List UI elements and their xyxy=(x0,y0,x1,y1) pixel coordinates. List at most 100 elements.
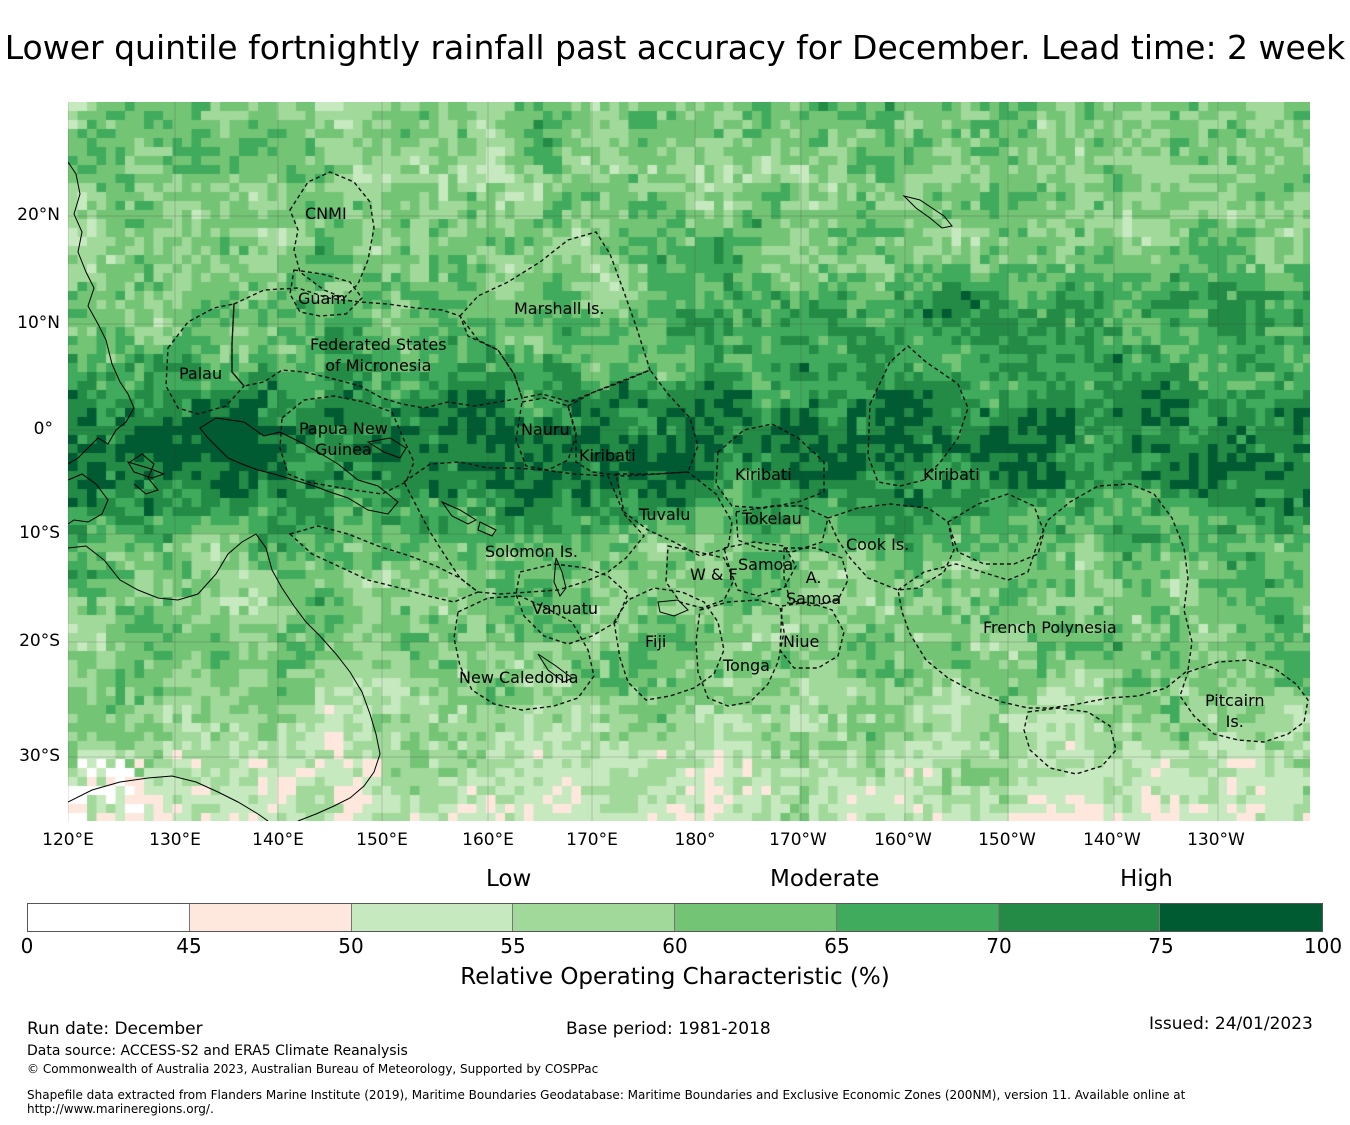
coast-timor xyxy=(126,461,166,479)
region-label-solomon: Solomon Is. xyxy=(485,542,578,561)
lat-label-0: 0° xyxy=(33,419,53,439)
eez-tonga xyxy=(695,599,785,707)
colorbar-segment-65-70 xyxy=(836,904,999,931)
lon-label-160w: 160°W xyxy=(874,830,932,850)
eez-pitcairn-south xyxy=(1023,707,1117,775)
coast-new-caledonia xyxy=(537,653,573,683)
region-label-png: Papua New Guinea xyxy=(299,419,388,459)
lat-label-20n: 20°N xyxy=(17,205,60,225)
region-label-guam: Guam xyxy=(298,289,346,308)
coastlines xyxy=(68,161,953,821)
colorbar-title: Relative Operating Characteristic (%) xyxy=(460,964,890,990)
issued-date: Issued: 24/01/2023 xyxy=(1149,1014,1313,1034)
region-label-tuvalu: Tuvalu xyxy=(639,505,691,524)
region-label-niue: Niue xyxy=(783,632,820,651)
lon-label-160e: 160°E xyxy=(462,830,514,850)
region-label-new-cal: New Caledonia xyxy=(459,668,579,687)
eez-cnmi xyxy=(289,171,375,299)
lon-label-170e: 170°E xyxy=(566,830,618,850)
eez-png-south xyxy=(288,525,480,603)
eez-fiji xyxy=(613,587,725,701)
coast-australia xyxy=(68,533,381,821)
eez-guam xyxy=(289,269,363,317)
colorbar-tick-55: 55 xyxy=(500,934,526,958)
copyright: © Commonwealth of Australia 2023, Austra… xyxy=(27,1062,599,1076)
coast-fiji xyxy=(657,599,689,617)
lon-label-120e: 120°E xyxy=(42,830,94,850)
map-overlay xyxy=(68,102,1310,821)
colorbar xyxy=(27,903,1323,932)
region-label-vanuatu: Vanuatu xyxy=(532,599,599,618)
eez-png xyxy=(279,395,415,495)
eez-boundaries xyxy=(165,171,1309,775)
coast-sulawesi xyxy=(129,453,159,495)
region-label-cook: Cook Is. xyxy=(846,535,910,554)
lon-label-140w: 140°W xyxy=(1083,830,1141,850)
colorbar-segment-0-45 xyxy=(28,904,190,931)
colorbar-segment-45-50 xyxy=(189,904,352,931)
eez-pitcairn xyxy=(1179,659,1309,743)
eez-fsm xyxy=(231,287,523,409)
lat-label-30s: 30°S xyxy=(19,746,60,766)
base-period: Base period: 1981-2018 xyxy=(566,1019,771,1039)
run-date: Run date: December xyxy=(27,1019,203,1039)
colorbar-tick-0: 0 xyxy=(20,934,34,958)
colorbar-segment-75-100 xyxy=(1160,904,1322,931)
coast-new-britain xyxy=(366,437,407,459)
lon-label-130e: 130°E xyxy=(149,830,201,850)
eez-nauru xyxy=(515,397,577,471)
roc-grid-raster xyxy=(68,102,1310,821)
colorbar-segment-55-60 xyxy=(513,904,675,931)
eez-samoa xyxy=(723,541,797,597)
colorbar-segment-60-65 xyxy=(675,904,837,931)
colorbar-tick-100: 100 xyxy=(1303,934,1343,958)
lat-label-10s: 10°S xyxy=(19,523,60,543)
coast-borneo xyxy=(68,473,109,525)
shapefile-credit: Shapefile data extracted from Flanders M… xyxy=(27,1088,1186,1116)
data-source: Data source: ACCESS-S2 and ERA5 Climate … xyxy=(27,1043,408,1059)
coast-australia-south xyxy=(68,775,269,821)
colorbar-tick-45: 45 xyxy=(176,934,202,958)
eez-niue xyxy=(779,601,845,669)
eez-palau xyxy=(165,303,245,415)
eez-kiribati-c xyxy=(715,423,825,509)
eez-solomon xyxy=(403,461,645,595)
eez-kiribati-w xyxy=(567,369,699,477)
gridlines xyxy=(68,102,1310,821)
lon-label-130w: 130°W xyxy=(1187,830,1245,850)
region-label-tonga: Tonga xyxy=(723,656,770,675)
colorbar-tick-60: 60 xyxy=(662,934,688,958)
eez-vanuatu xyxy=(515,563,629,645)
region-label-marshall: Marshall Is. xyxy=(514,299,605,318)
eez-asamoa xyxy=(783,547,849,607)
lon-label-170w: 170°W xyxy=(769,830,827,850)
eez-kiribati-e xyxy=(867,345,969,487)
coast-philippines xyxy=(68,161,135,465)
eez-marshall xyxy=(459,231,651,403)
chart-title: Lower quintile fortnightly rainfall past… xyxy=(4,28,1346,67)
coast-solomons xyxy=(440,500,497,537)
lon-label-150w: 150°W xyxy=(978,830,1036,850)
coast-vanuatu xyxy=(553,557,567,597)
lon-label-150e: 150°E xyxy=(356,830,408,850)
region-label-fsm: Federated States of Micronesia xyxy=(310,335,447,375)
region-label-asamoa: A. Samoa xyxy=(786,568,842,608)
lon-label-140e: 140°E xyxy=(252,830,304,850)
colorbar-tick-50: 50 xyxy=(338,934,364,958)
region-label-french-poly: French Polynesia xyxy=(983,618,1117,637)
colorbar-segment-70-75 xyxy=(998,904,1161,931)
eez-cook xyxy=(827,503,955,591)
colorbar-tick-70: 70 xyxy=(986,934,1012,958)
lat-label-10n: 10°N xyxy=(17,313,60,333)
region-label-pitcairn: Pitcairn Is. xyxy=(1205,691,1265,731)
region-label-tokelau: Tokelau xyxy=(742,509,802,528)
region-label-samoa: Samoa xyxy=(738,555,794,574)
colorbar-tick-65: 65 xyxy=(824,934,850,958)
eez-french-poly-north xyxy=(947,493,1045,565)
colorbar-tick-75: 75 xyxy=(1148,934,1174,958)
region-label-kiribati-e: Kiribati xyxy=(923,465,980,484)
region-label-nauru: Nauru xyxy=(521,420,570,439)
eez-new-cal xyxy=(453,595,595,711)
coast-new-guinea xyxy=(199,417,399,515)
colorbar-segment-50-55 xyxy=(351,904,514,931)
